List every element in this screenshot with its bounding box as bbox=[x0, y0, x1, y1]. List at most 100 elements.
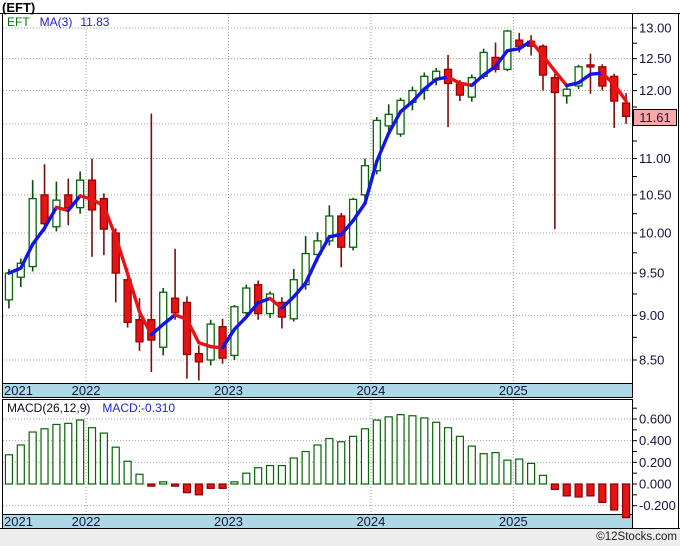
credit-link[interactable]: ©12Stocks.com bbox=[596, 531, 677, 543]
price-axis-label: 11.00 bbox=[639, 151, 671, 166]
main-year-label: 2022 bbox=[72, 383, 101, 398]
ma-segment bbox=[339, 218, 355, 237]
candle-up bbox=[360, 165, 370, 196]
macd-axis-label: 0.200 bbox=[639, 455, 672, 470]
macd-bar-negative bbox=[610, 483, 619, 511]
ma-segment bbox=[446, 75, 462, 85]
candle-up bbox=[467, 76, 476, 98]
macd-bar-negative bbox=[170, 483, 180, 487]
ma-segment bbox=[600, 71, 616, 87]
macd-indicator-label: MACD(26,12,9) bbox=[7, 401, 91, 415]
macd-bar-negative bbox=[182, 483, 192, 494]
macd-bar-negative bbox=[218, 483, 227, 489]
ma-segment bbox=[375, 131, 391, 163]
macd-bar-positive bbox=[455, 435, 465, 485]
candle-up bbox=[562, 88, 571, 97]
footer-strip bbox=[0, 529, 680, 546]
macd-bar-positive bbox=[230, 481, 239, 485]
macd-bar-positive bbox=[420, 417, 429, 485]
macd-axis-label: 0.400 bbox=[639, 433, 672, 448]
ma-segment bbox=[458, 81, 474, 88]
ma-segment bbox=[30, 226, 47, 246]
macd-bar-positive bbox=[479, 453, 488, 485]
ma-segment bbox=[292, 281, 308, 299]
ma-segment bbox=[517, 39, 533, 51]
macd-bar-positive bbox=[432, 421, 441, 485]
macd-bar-positive bbox=[515, 458, 524, 485]
price-axis-label: 10.00 bbox=[639, 226, 672, 241]
macd-bar-positive bbox=[384, 416, 393, 485]
ma-segment bbox=[505, 47, 521, 53]
ma-segment bbox=[565, 81, 581, 88]
macd-bar-negative bbox=[206, 483, 215, 489]
macd-year-label: 2025 bbox=[499, 514, 528, 529]
candle-up bbox=[384, 113, 393, 127]
macd-bar-positive bbox=[491, 451, 500, 485]
macd-bar-positive bbox=[254, 467, 263, 485]
macd-bar-positive bbox=[76, 419, 85, 485]
candle-down bbox=[586, 64, 595, 68]
price-axis-label: 10.50 bbox=[639, 187, 672, 202]
macd-bar-positive bbox=[503, 459, 512, 485]
macd-bar-negative bbox=[562, 483, 571, 497]
candle-up bbox=[265, 293, 275, 315]
macd-bar-negative bbox=[598, 483, 607, 504]
macd-bar-positive bbox=[28, 431, 37, 485]
macd-histogram bbox=[4, 414, 631, 519]
ma-segment bbox=[137, 310, 154, 337]
ma-segment bbox=[19, 242, 35, 270]
macd-bar-positive bbox=[360, 428, 370, 485]
macd-bar-positive bbox=[123, 460, 132, 485]
macd-bar-positive bbox=[64, 422, 73, 485]
ma-segment bbox=[303, 256, 320, 285]
price-axis-label: 12.50 bbox=[639, 51, 672, 66]
candle-down bbox=[40, 194, 49, 225]
main-year-label: 2024 bbox=[356, 383, 385, 398]
ma-segment bbox=[470, 73, 486, 88]
macd-bar-positive bbox=[408, 415, 417, 485]
candle-up bbox=[75, 179, 85, 209]
ma-segment bbox=[588, 71, 605, 76]
macd-bar-positive bbox=[111, 446, 120, 485]
candle-down bbox=[621, 102, 631, 118]
legend-ma-value: 11.83 bbox=[80, 15, 110, 29]
price-axis-label: 9.50 bbox=[639, 266, 664, 281]
macd-bar-positive bbox=[16, 444, 25, 485]
main-year-label: 2021 bbox=[4, 383, 33, 398]
macd-bar-negative bbox=[586, 483, 595, 497]
macd-bar-positive bbox=[4, 454, 14, 485]
ma-segment bbox=[149, 322, 165, 337]
ma-segment bbox=[612, 82, 628, 103]
macd-header: MACD(26,12,9) MACD:-0.310 bbox=[7, 401, 175, 415]
macd-bar-positive bbox=[277, 464, 286, 485]
candle-up bbox=[159, 291, 168, 348]
ma-segment bbox=[161, 313, 177, 327]
candle-down bbox=[455, 83, 465, 96]
macd-bar-positive bbox=[313, 444, 322, 485]
candle-down bbox=[123, 279, 132, 323]
ma-segment bbox=[576, 72, 593, 85]
ma-segment bbox=[553, 69, 569, 88]
page-title: (EFT) bbox=[2, 0, 36, 15]
candle-down bbox=[170, 297, 180, 314]
legend-ma-label: MA(3) bbox=[39, 15, 73, 29]
macd-year-label: 2022 bbox=[72, 514, 101, 529]
macd-axis-label: 0.000 bbox=[639, 477, 672, 492]
candle-up bbox=[325, 215, 334, 242]
macd-bar-positive bbox=[372, 419, 381, 485]
macd-bar-negative bbox=[621, 483, 631, 519]
candle-up bbox=[206, 323, 215, 361]
macd-bar-positive bbox=[325, 437, 334, 485]
ma-segment bbox=[422, 77, 438, 91]
macd-bar-negative bbox=[550, 483, 559, 491]
ma-segment bbox=[102, 204, 118, 239]
macd-bar-negative bbox=[574, 483, 583, 498]
last-price-badge: 11.61 bbox=[633, 109, 677, 127]
ma-segment bbox=[256, 296, 272, 305]
legend-symbol: EFT bbox=[7, 15, 30, 29]
macd-bar-positive bbox=[99, 432, 108, 485]
ma-segment bbox=[244, 301, 260, 319]
price-axis-label: 8.50 bbox=[639, 353, 664, 368]
macd-bar-positive bbox=[467, 445, 476, 485]
macd-bar-positive bbox=[52, 423, 61, 485]
